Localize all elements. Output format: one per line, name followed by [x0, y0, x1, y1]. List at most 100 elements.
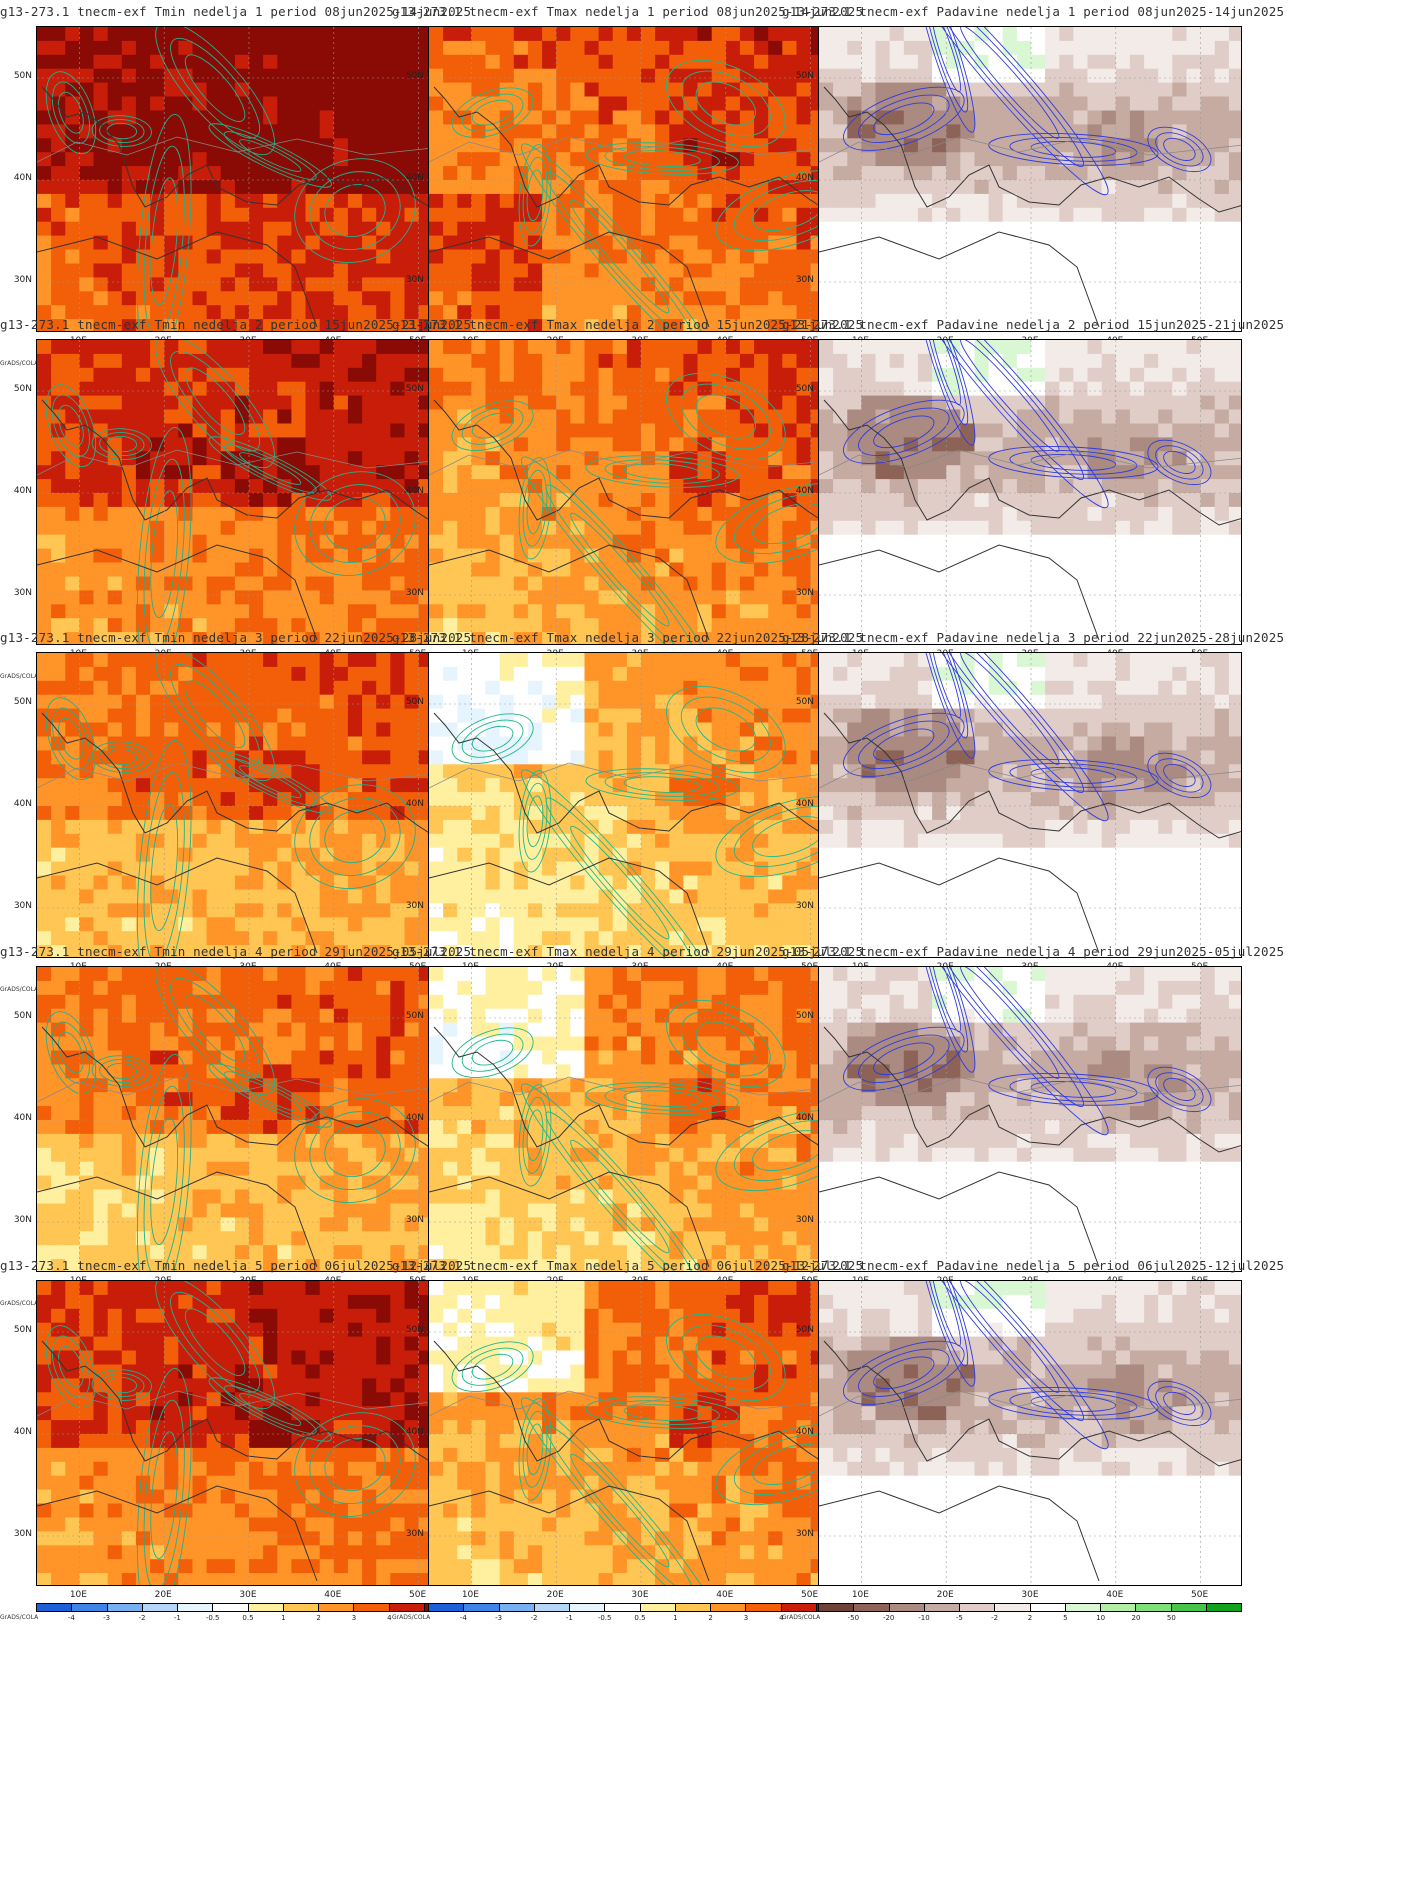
anomaly-cell [903, 451, 919, 466]
anomaly-cell [1016, 409, 1032, 424]
anomaly-cell [429, 437, 444, 452]
anomaly-cell [164, 861, 179, 877]
anomaly-cell [150, 110, 165, 125]
anomaly-cell [206, 249, 222, 264]
anomaly-cell [192, 750, 208, 765]
anomaly-cell [527, 632, 543, 644]
anomaly-cell [135, 40, 151, 56]
anomaly-cell [1214, 96, 1230, 111]
anomaly-cell [1059, 562, 1074, 577]
anomaly-cell [570, 367, 585, 383]
anomaly-cell [697, 96, 713, 111]
anomaly-cell [1158, 451, 1173, 466]
anomaly-cell [1002, 221, 1018, 237]
anomaly-cell [1172, 54, 1187, 70]
anomaly-cell [527, 54, 543, 70]
anomaly-cell [819, 604, 834, 619]
anomaly-cell [527, 68, 543, 84]
anomaly-cell [93, 180, 109, 195]
anomaly-cell [626, 152, 642, 167]
anomaly-cell [513, 437, 529, 452]
anomaly-cell [362, 778, 377, 793]
anomaly-cell [861, 68, 877, 84]
anomaly-cell [584, 27, 600, 42]
anomaly-cell [390, 562, 405, 577]
anomaly-cell [875, 305, 891, 320]
anomaly-cell [404, 68, 420, 84]
anomaly-cell [485, 381, 501, 397]
anomaly-cell [739, 235, 755, 251]
anomaly-cell [796, 305, 812, 320]
anomaly-cell [556, 576, 571, 591]
anomaly-cell [1087, 423, 1103, 438]
climatology-contour [873, 102, 935, 136]
anomaly-cell [249, 792, 264, 807]
anomaly-cell [305, 235, 321, 251]
anomaly-cell [206, 54, 222, 70]
anomaly-cell [917, 319, 933, 331]
anomaly-cell [960, 82, 975, 98]
anomaly-cell [697, 207, 713, 223]
anomaly-cell [889, 305, 905, 320]
anomaly-cell [847, 54, 862, 70]
anomaly-cell [598, 96, 614, 111]
anomaly-cell [626, 193, 642, 209]
anomaly-cell [725, 493, 741, 508]
anomaly-cell [1087, 152, 1103, 167]
anomaly-cell [768, 437, 783, 452]
anomaly-cell [796, 152, 812, 167]
anomaly-cell [875, 493, 891, 508]
anomaly-cell [429, 152, 444, 167]
anomaly-cell [485, 207, 501, 223]
anomaly-cell [1172, 353, 1187, 369]
anomaly-cell [234, 493, 250, 508]
anomaly-cell [249, 263, 264, 278]
anomaly-cell [542, 604, 557, 619]
anomaly-cell [376, 778, 391, 793]
anomaly-cell [1129, 381, 1145, 397]
anomaly-cell [626, 479, 642, 494]
anomaly-cell [93, 319, 109, 331]
anomaly-cell [305, 381, 321, 397]
anomaly-cell [1214, 493, 1230, 508]
anomaly-cell [903, 576, 919, 591]
anomaly-cell [584, 305, 600, 320]
anomaly-cell [499, 249, 515, 264]
anomaly-cell [79, 82, 95, 98]
latitude-tick-label: 30N [13, 588, 32, 598]
anomaly-cell [65, 423, 80, 438]
anomaly-cell [305, 666, 321, 682]
anomaly-cell [988, 180, 1004, 195]
anomaly-cell [847, 124, 862, 139]
anomaly-cell [220, 632, 236, 644]
anomaly-cell [249, 875, 264, 890]
anomaly-cell [570, 27, 585, 42]
anomaly-cell [1144, 40, 1159, 56]
anomaly-cell [612, 367, 628, 383]
anomaly-cell [150, 548, 165, 564]
anomaly-cell [932, 110, 947, 125]
anomaly-cell [234, 618, 250, 633]
anomaly-cell [51, 653, 66, 668]
anomaly-cell [347, 632, 363, 644]
anomaly-cell [598, 590, 614, 605]
anomaly-cell [333, 395, 349, 411]
anomaly-cell [598, 632, 614, 644]
anomaly-cell [796, 548, 812, 564]
anomaly-cell [471, 576, 487, 591]
anomaly-cell [65, 506, 80, 522]
anomaly-cell [333, 653, 349, 668]
anomaly-cell [1228, 110, 1241, 125]
anomaly-cell [833, 548, 848, 564]
anomaly-cell [641, 618, 656, 633]
anomaly-cell [291, 437, 307, 452]
anomaly-cell [754, 305, 769, 320]
anomaly-cell [1002, 548, 1018, 564]
anomaly-cell [974, 263, 990, 278]
anomaly-cell [121, 618, 137, 633]
anomaly-cell [768, 534, 783, 550]
anomaly-cell [404, 666, 420, 682]
anomaly-cell [669, 451, 684, 466]
anomaly-cell [725, 277, 741, 292]
anomaly-cell [390, 277, 405, 292]
